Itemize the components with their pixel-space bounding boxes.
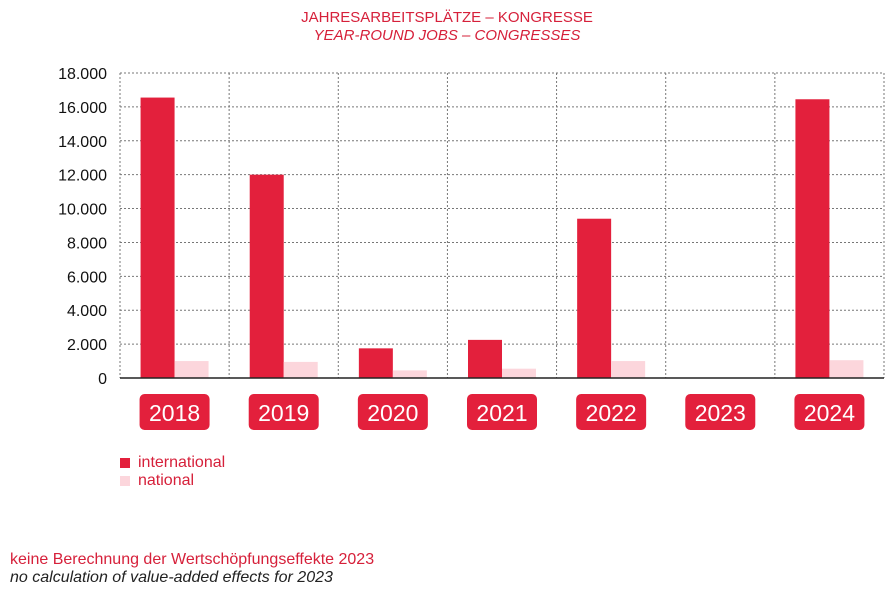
footnote: keine Berechnung der Wertschöpfungseffek… (10, 551, 374, 587)
x-tick-label: 2020 (367, 400, 418, 426)
legend-label-national: national (138, 472, 195, 489)
y-tick-label: 14.000 (58, 134, 107, 151)
category-badge (576, 394, 647, 430)
x-tick-label: 2018 (149, 400, 200, 426)
bar-national (829, 360, 864, 378)
chart-title: JAHRESARBEITSPLÄTZE – KONGRESSE (301, 9, 593, 26)
y-tick-label: 18.000 (58, 66, 107, 83)
category-badge (467, 394, 537, 430)
legend-swatch-international (120, 458, 130, 468)
x-tick-label: 2023 (695, 400, 746, 426)
bar-chart: 0 2.000 4.000 6.000 8.000 10.000 12.000 14.000 1… (58, 66, 885, 430)
x-tick-label: 2019 (258, 400, 309, 426)
x-tick-label: 2022 (586, 400, 637, 426)
category-badge (685, 394, 756, 430)
y-tick-label: 2.000 (67, 337, 107, 354)
bar-national (502, 368, 536, 378)
y-tick-label: 16.000 (58, 100, 107, 117)
bar-national (611, 361, 646, 378)
bar-national (174, 361, 209, 378)
bar-international (577, 218, 612, 378)
x-tick-label: 2021 (476, 400, 527, 426)
bar-international (468, 339, 502, 378)
y-tick-label: 10.000 (58, 202, 107, 219)
legend-item-international: international (120, 454, 225, 472)
bar-national (283, 361, 318, 378)
legend-swatch-national (120, 476, 130, 486)
bar-international (140, 97, 175, 378)
category-badge (357, 394, 428, 430)
category-badge (248, 394, 319, 430)
y-tick-label: 0 (98, 371, 107, 388)
bar-international (249, 174, 284, 378)
x-tick-label: 2024 (804, 400, 855, 426)
bar-international (358, 348, 393, 378)
category-badge (139, 394, 210, 430)
y-tick-label: 12.000 (58, 168, 107, 185)
legend-label-international: international (138, 454, 226, 471)
bar-international (795, 99, 830, 378)
y-tick-label: 8.000 (67, 235, 107, 252)
y-tick-label: 6.000 (67, 269, 107, 286)
category-badge (794, 394, 865, 430)
footnote-de: keine Berechnung der Wertschöpfungseffek… (10, 551, 375, 568)
footnote-en: no calculation of value-added effects fo… (10, 569, 333, 586)
chart-subtitle: YEAR-ROUND JOBS – CONGRESSES (313, 27, 581, 44)
y-tick-label: 4.000 (67, 303, 107, 320)
bar-national (392, 370, 427, 378)
legend: international national (120, 454, 225, 490)
legend-item-national: national (120, 472, 225, 490)
